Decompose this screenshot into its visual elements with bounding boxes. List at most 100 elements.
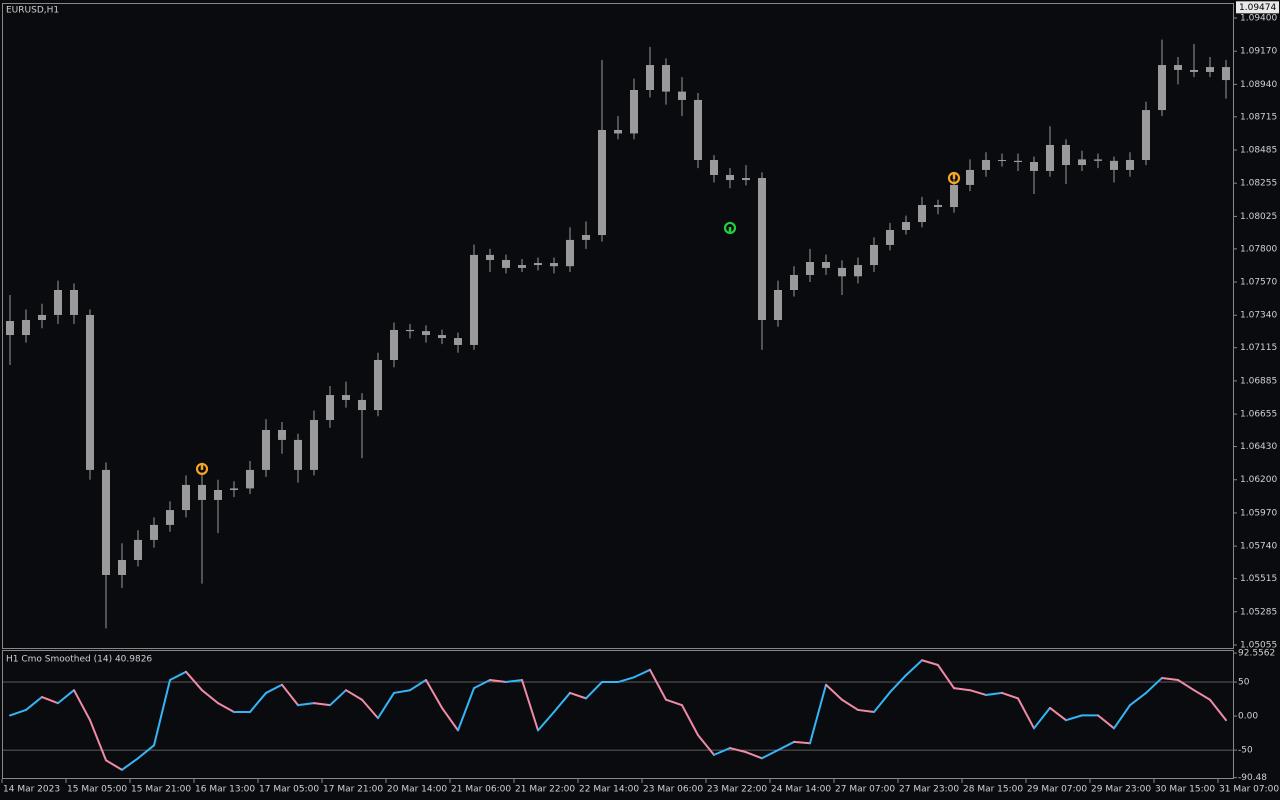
indicator-segment	[217, 702, 235, 713]
x-tick-label: 14 Mar 2023	[3, 785, 60, 795]
candle-body	[1190, 69, 1198, 72]
indicator-segment	[1017, 697, 1035, 730]
indicator-segment	[393, 689, 411, 694]
x-tick-label: 21 Mar 06:00	[451, 785, 511, 795]
indicator-segment	[553, 691, 571, 713]
candle-body	[358, 399, 366, 411]
candle-body	[1126, 159, 1134, 170]
x-tick-label: 21 Mar 22:00	[515, 785, 575, 795]
x-tick-label: 23 Mar 22:00	[707, 785, 767, 795]
candle-body	[310, 420, 318, 470]
indicator-segment	[937, 664, 955, 690]
candle-body	[838, 267, 846, 277]
indicator-segment	[361, 698, 379, 720]
indicator-segment	[137, 744, 155, 760]
candle-body	[758, 178, 766, 321]
indicator-segment	[569, 691, 587, 700]
candle-body	[982, 159, 990, 170]
current-price-box	[1236, 1, 1279, 14]
indicator-segment	[1177, 678, 1195, 692]
indicator-segment	[841, 698, 859, 711]
indicator-segment	[505, 678, 523, 684]
signal-arrow	[947, 171, 961, 185]
candle-body	[806, 262, 814, 275]
candle-body	[694, 99, 702, 160]
candle-body	[630, 90, 638, 134]
indicator-segment	[905, 659, 923, 677]
x-tick-label: 17 Mar 05:00	[259, 785, 319, 795]
candle-body	[182, 484, 190, 511]
chart-title: EURUSD,H1	[6, 6, 59, 16]
y-tick-label: 1.07800	[1240, 244, 1277, 254]
x-tick-label: 27 Mar 23:00	[899, 785, 959, 795]
main-frame	[2, 3, 1234, 649]
indicator-segment	[473, 678, 491, 690]
y-tick-label: 1.06200	[1240, 475, 1277, 485]
y-tick-label: 1.08940	[1240, 80, 1277, 90]
indicator-title: H1 Cmo Smoothed (14) 40.9826	[6, 655, 152, 665]
candle-body	[54, 289, 62, 315]
candle-body	[1110, 160, 1118, 170]
indicator-segment	[793, 740, 811, 745]
x-tick-label: 20 Mar 14:00	[387, 785, 447, 795]
indicator-segment	[921, 659, 939, 667]
indicator-segment	[57, 689, 75, 705]
indicator-segment	[761, 749, 779, 760]
indicator-segment	[633, 668, 651, 679]
indicator-segment	[1209, 698, 1227, 722]
indicator-segment	[665, 698, 683, 707]
candle-body	[518, 265, 526, 268]
candle-body	[198, 484, 206, 500]
candle-body	[230, 488, 238, 490]
y-tick-label: 1.06655	[1240, 410, 1277, 420]
y-tick-label: 1.07570	[1240, 278, 1277, 288]
y-tick-label: 1.08255	[1240, 179, 1277, 189]
candle-body	[966, 169, 974, 185]
candle-body	[454, 338, 462, 345]
indicator-segment	[953, 687, 971, 692]
indicator-segment	[489, 678, 507, 684]
x-tick-label: 27 Mar 07:00	[835, 785, 895, 795]
indicator-segment	[617, 676, 635, 684]
indicator-segment	[313, 702, 331, 707]
candle-body	[950, 184, 958, 208]
x-tick-label: 31 Mar 07:00	[1219, 785, 1279, 795]
x-tick-label: 22 Mar 14:00	[579, 785, 639, 795]
candle-body	[822, 262, 830, 268]
indicator-segment	[169, 670, 187, 681]
indicator-segment	[777, 740, 795, 752]
candle-body	[790, 274, 798, 290]
y-tick-label: 1.05055	[1240, 640, 1277, 650]
indicator-segment	[745, 751, 763, 760]
candle-body	[1014, 160, 1022, 163]
indicator-segment	[121, 757, 139, 771]
indicator-segment	[585, 681, 603, 700]
candle-body	[662, 65, 670, 92]
y-tick-label: 0.00	[1238, 712, 1258, 722]
candle-body	[22, 320, 30, 336]
indicator-segment	[329, 689, 347, 707]
candle-body	[342, 395, 350, 400]
y-tick-label: 1.08485	[1240, 146, 1277, 156]
x-tick-label: 17 Mar 21:00	[323, 785, 383, 795]
candle-body	[438, 335, 446, 339]
indicator-segment	[1033, 706, 1051, 730]
indicator-segment	[537, 710, 555, 732]
candle-body	[742, 178, 750, 181]
indicator-segment	[713, 747, 731, 756]
candle-body	[166, 510, 174, 525]
indicator-segment	[985, 691, 1003, 696]
y-tick-label: 1.07115	[1240, 343, 1277, 353]
candle-body	[214, 489, 222, 500]
candle-body	[534, 263, 542, 266]
candle-body	[902, 222, 910, 230]
x-tick-label: 28 Mar 15:00	[963, 785, 1023, 795]
x-tick-label: 30 Mar 15:00	[1155, 785, 1215, 795]
y-tick-label: 1.08025	[1240, 212, 1277, 222]
candle-body	[406, 329, 414, 332]
candle-body	[326, 395, 334, 421]
y-tick-label: 1.07340	[1240, 311, 1277, 321]
indicator-frame	[2, 650, 1234, 779]
y-tick-label: -50	[1238, 746, 1253, 756]
